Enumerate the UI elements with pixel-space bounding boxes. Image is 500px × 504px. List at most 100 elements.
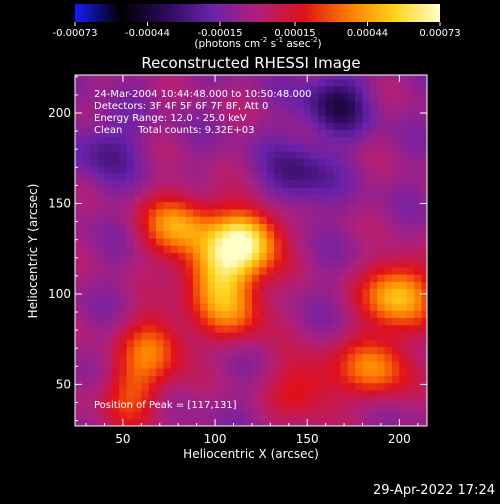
heatmap-cell <box>340 216 349 224</box>
heatmap-cell <box>163 223 172 232</box>
heatmap-cell <box>399 114 408 123</box>
heatmap-cell <box>406 237 415 246</box>
heatmap-cell <box>104 194 113 203</box>
heatmap-cell <box>333 317 341 326</box>
heatmap-cell <box>391 150 400 159</box>
heatmap-cell <box>421 411 427 420</box>
heatmap-cell <box>288 245 297 253</box>
heatmap-cell <box>266 281 275 290</box>
heatmap-cell <box>362 158 371 167</box>
heatmap-cell <box>391 172 400 181</box>
heatmap-cell <box>296 418 305 426</box>
heatmap-cell <box>414 230 423 239</box>
heatmap-cell <box>163 382 172 391</box>
heatmap-cell <box>97 245 106 253</box>
heatmap-cell <box>399 75 408 80</box>
heatmap-cell <box>133 122 142 130</box>
heatmap-cell <box>281 165 290 174</box>
heatmap-cell <box>75 172 83 181</box>
heatmap-cell <box>104 85 113 94</box>
heatmap-cell <box>222 237 231 246</box>
heatmap-cell <box>148 237 157 246</box>
heatmap-cell <box>133 194 142 203</box>
heatmap-cell <box>369 75 378 80</box>
heatmap-cell <box>89 245 98 253</box>
heatmap-cell <box>75 136 83 145</box>
heatmap-cell <box>274 208 283 217</box>
heatmap-cell <box>207 216 216 224</box>
heatmap-cell <box>274 274 283 282</box>
heatmap-cell <box>185 85 194 94</box>
heatmap-cell <box>406 346 415 355</box>
heatmap-cell <box>274 216 283 224</box>
heatmap-cell <box>119 100 128 109</box>
heatmap-cell <box>391 302 400 311</box>
heatmap-cell <box>215 114 224 123</box>
heatmap-cell <box>141 382 150 391</box>
heatmap-cell <box>207 404 216 413</box>
heatmap-cell <box>303 158 312 167</box>
heatmap-cell <box>347 187 356 196</box>
heatmap-cell <box>192 245 201 253</box>
heatmap-cell <box>185 339 194 347</box>
heatmap-cell <box>266 360 275 369</box>
heatmap-cell <box>170 353 179 362</box>
heatmap-cell <box>288 346 297 355</box>
heatmap-cell <box>237 252 246 261</box>
heatmap-cell <box>156 397 165 405</box>
heatmap-cell <box>296 259 305 268</box>
heatmap-cell <box>185 122 194 130</box>
heatmap-cell <box>384 201 393 210</box>
heatmap-cell <box>369 295 378 304</box>
heatmap-cell <box>391 375 400 384</box>
heatmap-cell <box>75 302 83 311</box>
heatmap-cell <box>170 259 179 268</box>
heatmap-cell <box>185 100 194 109</box>
heatmap-cell <box>274 397 283 405</box>
heatmap-cell <box>237 266 246 275</box>
heatmap-cell <box>237 317 246 326</box>
heatmap-cell <box>82 368 91 376</box>
heatmap-cell <box>281 418 290 426</box>
heatmap-cell <box>156 230 165 239</box>
heatmap-cell <box>303 360 312 369</box>
heatmap-cell <box>97 274 106 282</box>
heatmap-cell <box>192 411 201 420</box>
y-axis-label: Heliocentric Y (arcsec) <box>26 184 40 319</box>
heatmap-cell <box>200 179 209 188</box>
heatmap-cell <box>133 346 142 355</box>
heatmap-cell <box>215 302 224 311</box>
heatmap-cell <box>244 208 253 217</box>
heatmap-cell <box>200 259 209 268</box>
heatmap-cell <box>75 317 83 326</box>
heatmap-cell <box>222 75 231 80</box>
heatmap-cell <box>97 187 106 196</box>
heatmap-cell <box>192 368 201 376</box>
heatmap-cell <box>399 129 408 138</box>
heatmap-cell <box>141 179 150 188</box>
heatmap-cell <box>97 266 106 275</box>
heatmap-cell <box>296 317 305 326</box>
y-tick-label: 50 <box>56 377 71 391</box>
heatmap-cell <box>414 375 423 384</box>
heatmap-cell <box>192 274 201 282</box>
heatmap-cell <box>163 85 172 94</box>
heatmap-cell <box>288 165 297 174</box>
heatmap-cell <box>303 346 312 355</box>
heatmap-cell <box>111 360 120 369</box>
heatmap-cell <box>215 324 224 333</box>
heatmap-cell <box>362 143 371 152</box>
heatmap-cell <box>185 252 194 261</box>
heatmap-cell <box>163 107 172 116</box>
heatmap-cell <box>288 93 297 101</box>
heatmap-cell <box>178 274 187 282</box>
heatmap-cell <box>170 114 179 123</box>
heatmap-cell <box>97 288 106 297</box>
heatmap-cell <box>119 324 128 333</box>
heatmap-cell <box>82 107 91 116</box>
heatmap-cell <box>281 143 290 152</box>
heatmap-cell <box>281 78 290 87</box>
heatmap-cell <box>384 302 393 311</box>
heatmap-cell <box>141 389 150 398</box>
heatmap-cell <box>82 418 91 426</box>
